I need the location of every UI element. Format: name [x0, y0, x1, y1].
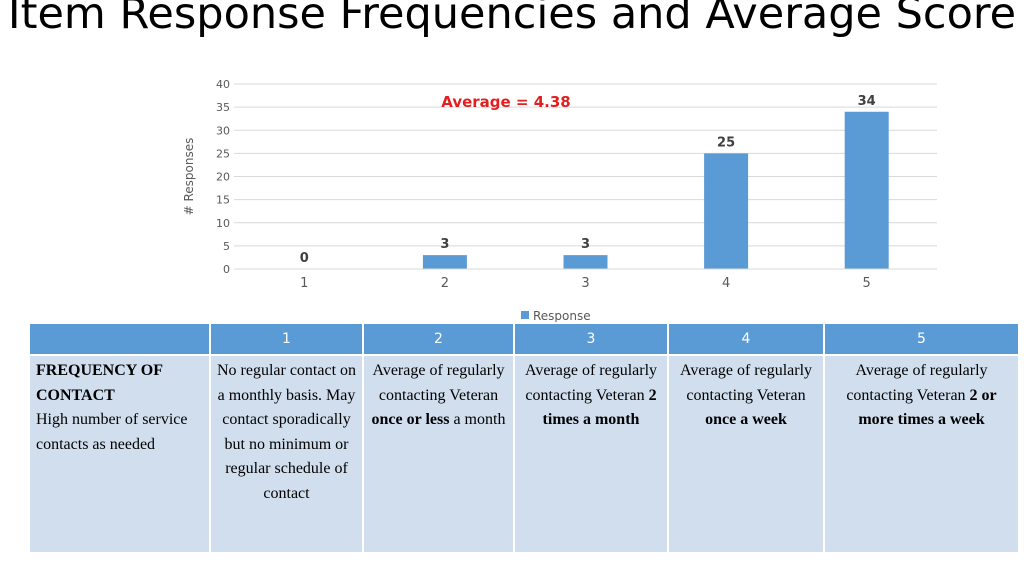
- y-tick-label: 15: [216, 194, 230, 207]
- y-tick-label: 25: [216, 147, 230, 160]
- row-header-subtitle: High number of service contacts as neede…: [36, 411, 188, 453]
- average-annotation: Average = 4.38: [441, 93, 570, 111]
- bar: [563, 255, 608, 269]
- y-axis-title: # Responses: [182, 138, 196, 216]
- y-tick-label: 30: [216, 124, 230, 137]
- table-header-cell: 2: [362, 322, 515, 356]
- bar: [704, 153, 749, 269]
- table-cell: Average of regularly contacting Veteran …: [823, 354, 1020, 554]
- bar-chart: 0 5 10 15 20 25 30 35 40 # Responses 0 1 3 2 3 3 25 4 34 5 A…: [182, 78, 937, 323]
- x-tick-label: 2: [441, 276, 449, 291]
- table-row: FREQUENCY OF CONTACT High number of servi…: [28, 354, 1020, 554]
- legend-swatch: [521, 311, 529, 319]
- cell-text: Average of regularly contacting Veteran: [524, 362, 658, 404]
- y-tick-label: 40: [216, 78, 230, 91]
- table-cell: Average of regularly contacting Veteran …: [362, 354, 515, 554]
- rubric-table: 1 2 3 4 5 FREQUENCY OF CONTACT High numbe…: [28, 322, 1020, 554]
- data-label: 25: [717, 135, 735, 150]
- cell-text: Average of regularly contacting Veteran: [679, 362, 813, 404]
- legend-label: Response: [533, 309, 591, 323]
- bar: [422, 255, 467, 269]
- table-cell: No regular contact on a monthly basis. M…: [209, 354, 364, 554]
- x-tick-label: 3: [581, 276, 589, 291]
- cell-text: No regular contact on a monthly basis. M…: [216, 362, 357, 502]
- bar: [844, 111, 889, 269]
- data-label: 3: [581, 237, 590, 252]
- y-tick-label: 35: [216, 101, 230, 114]
- y-tick-label: 5: [223, 240, 230, 253]
- table-header-cell: 1: [209, 322, 364, 356]
- x-tick-label: 4: [722, 276, 730, 291]
- cell-text-end: a month: [449, 411, 506, 428]
- table-cell: Average of regularly contacting Veteran …: [667, 354, 825, 554]
- cell-text: Average of regularly contacting Veteran: [372, 362, 505, 404]
- cell-text: Average of regularly contacting Veteran: [846, 362, 988, 404]
- data-label: 3: [440, 237, 449, 252]
- cell-bold-text: once a week: [705, 411, 787, 428]
- y-tick-label: 0: [223, 263, 230, 276]
- y-tick-label: 10: [216, 217, 230, 230]
- cell-bold-text: once or less: [371, 411, 450, 428]
- cell-bold-text: 2 or more times a week: [858, 386, 997, 429]
- slide-title: Item Response Frequencies and Average Sc…: [7, 0, 1017, 39]
- x-tick-label: 1: [300, 276, 308, 291]
- row-header-cell: FREQUENCY OF CONTACT High number of servi…: [28, 354, 211, 554]
- table-header-cell: 5: [823, 322, 1020, 356]
- data-label: 0: [300, 251, 309, 266]
- cell-bold-text: 2 times a month: [542, 386, 657, 429]
- table-header-cell: 4: [667, 322, 825, 356]
- data-label: 34: [858, 94, 876, 109]
- table-header-cell: [28, 322, 211, 356]
- table-cell: Average of regularly contacting Veteran …: [513, 354, 669, 554]
- y-tick-label: 20: [216, 171, 230, 184]
- row-header-title: FREQUENCY OF CONTACT: [36, 362, 163, 404]
- x-tick-label: 5: [863, 276, 871, 291]
- table-header-row: 1 2 3 4 5: [28, 322, 1020, 356]
- table-header-cell: 3: [513, 322, 669, 356]
